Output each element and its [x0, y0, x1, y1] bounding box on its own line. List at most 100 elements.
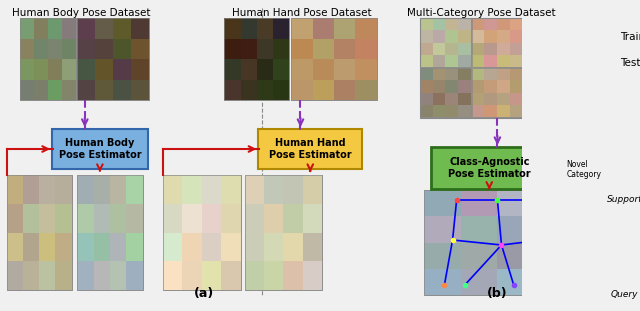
Bar [509, 43, 522, 55]
Bar [625, 210, 640, 230]
Bar [424, 216, 461, 243]
Bar [433, 43, 445, 55]
Bar [575, 230, 600, 249]
Bar [561, 55, 574, 67]
Bar [472, 68, 522, 117]
Bar [273, 39, 289, 59]
Bar [182, 233, 202, 261]
Bar [284, 175, 303, 204]
Bar [77, 261, 94, 290]
Bar [62, 59, 76, 80]
Bar [48, 39, 62, 59]
Bar [23, 175, 39, 204]
Bar [77, 18, 149, 100]
Bar [536, 55, 548, 67]
Bar [497, 30, 509, 43]
Bar [445, 105, 458, 117]
Bar [625, 100, 640, 123]
Bar [472, 105, 484, 117]
Bar [509, 92, 522, 105]
Bar [424, 190, 571, 295]
FancyBboxPatch shape [52, 129, 148, 169]
Bar [241, 39, 257, 59]
Bar [77, 39, 95, 59]
Bar [163, 204, 182, 233]
Bar [202, 261, 221, 290]
Bar [433, 30, 445, 43]
Bar [561, 92, 574, 105]
Text: Novel
Category: Novel Category [567, 160, 602, 179]
Bar [548, 30, 561, 43]
Bar [77, 204, 94, 233]
Bar [95, 39, 113, 59]
Bar [131, 39, 149, 59]
Bar [303, 261, 322, 290]
Bar [575, 123, 600, 145]
Bar [575, 268, 600, 288]
Bar [472, 92, 484, 105]
Bar [625, 145, 640, 168]
Bar [264, 261, 284, 290]
Bar [264, 233, 284, 261]
Bar [497, 80, 509, 92]
Bar [20, 59, 35, 80]
Bar [95, 59, 113, 80]
Text: Class-Agnostic
Pose Estimator: Class-Agnostic Pose Estimator [448, 157, 531, 179]
Bar [509, 55, 522, 67]
Bar [472, 68, 522, 117]
Bar [20, 18, 76, 100]
Bar [445, 92, 458, 105]
Bar [224, 59, 241, 80]
Bar [244, 175, 322, 290]
Bar [420, 68, 471, 117]
Bar [445, 68, 458, 80]
Bar [600, 230, 625, 249]
Bar [355, 39, 377, 59]
Bar [524, 18, 536, 30]
Bar [113, 80, 131, 100]
Bar [433, 80, 445, 92]
Bar [20, 18, 76, 100]
Bar [39, 233, 56, 261]
Bar [472, 18, 522, 67]
Bar [163, 175, 182, 204]
Bar [497, 243, 534, 269]
Bar [334, 18, 355, 39]
Bar [257, 18, 273, 39]
Bar [536, 68, 548, 80]
Text: Support: Support [607, 195, 640, 204]
Bar [461, 243, 497, 269]
Bar [561, 105, 574, 117]
Bar [94, 175, 110, 204]
Bar [484, 92, 497, 105]
Bar [445, 43, 458, 55]
Bar [39, 204, 56, 233]
Bar [548, 55, 561, 67]
Bar [303, 204, 322, 233]
Bar [420, 68, 471, 117]
Bar [273, 59, 289, 80]
Bar [600, 168, 625, 190]
Bar [600, 145, 625, 168]
Text: Multi-Category Pose Dataset: Multi-Category Pose Dataset [407, 8, 556, 18]
Bar [6, 233, 23, 261]
Bar [131, 18, 149, 39]
Bar [497, 190, 534, 216]
Bar [433, 92, 445, 105]
Bar [509, 68, 522, 80]
Bar [420, 105, 433, 117]
Bar [575, 100, 640, 190]
Bar [561, 18, 574, 30]
Bar [303, 233, 322, 261]
Bar [284, 204, 303, 233]
Bar [56, 261, 72, 290]
Bar [575, 100, 600, 123]
Bar [23, 204, 39, 233]
Bar [524, 30, 536, 43]
Bar [536, 80, 548, 92]
Bar [461, 190, 497, 216]
Bar [56, 233, 72, 261]
Bar [48, 18, 62, 39]
Bar [224, 18, 289, 100]
Text: Human Hand
Pose Estimator: Human Hand Pose Estimator [269, 138, 351, 160]
